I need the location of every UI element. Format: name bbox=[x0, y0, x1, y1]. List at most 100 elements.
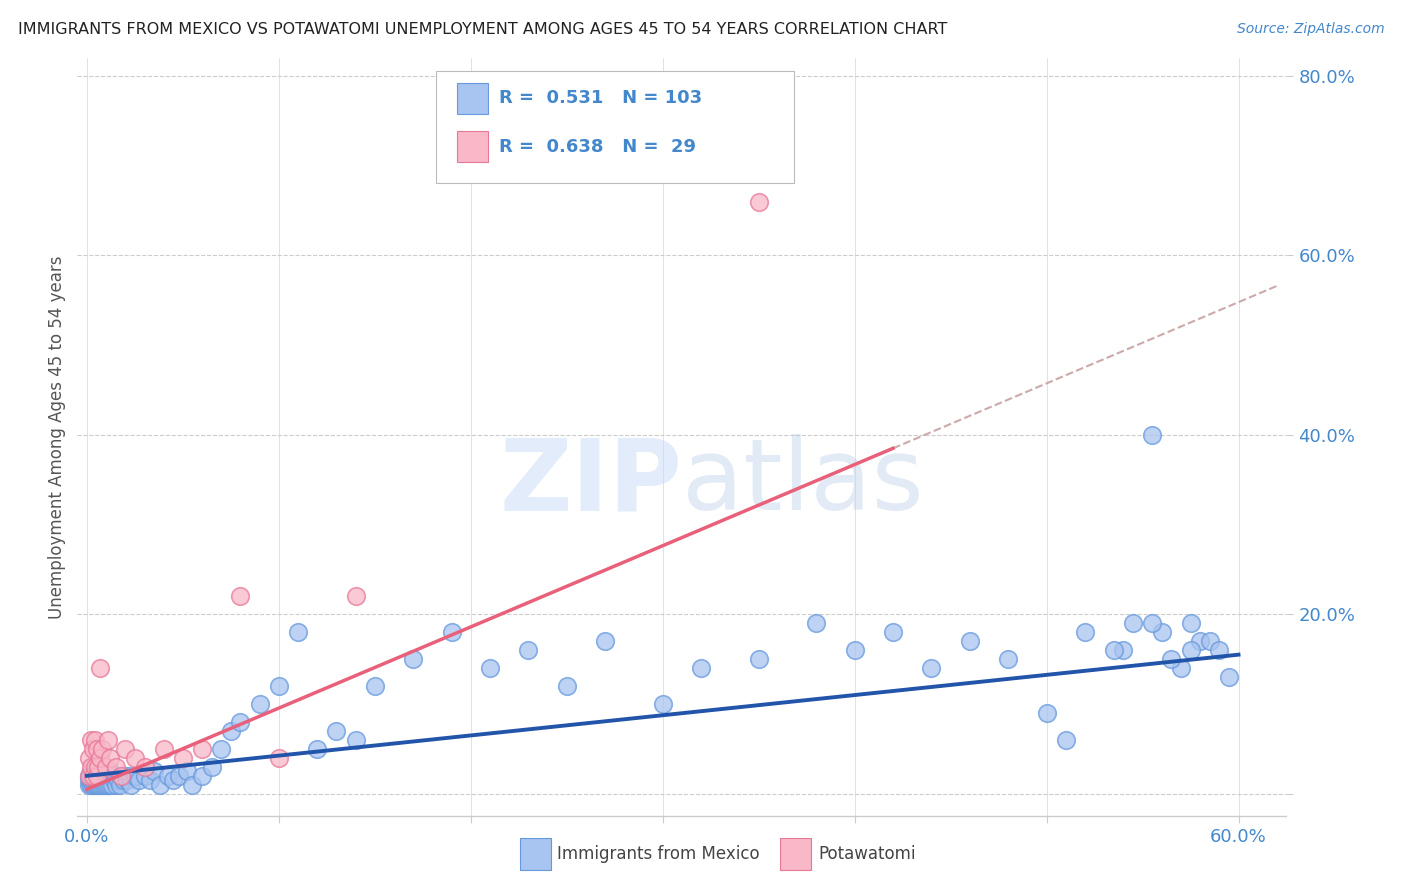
Point bbox=[1140, 616, 1163, 631]
Point bbox=[77, 778, 100, 792]
Point bbox=[1122, 616, 1144, 631]
Point bbox=[77, 751, 100, 765]
Point bbox=[287, 625, 309, 640]
Point bbox=[172, 751, 194, 765]
Point bbox=[139, 773, 162, 788]
Point bbox=[167, 769, 190, 783]
Point bbox=[748, 652, 770, 666]
Point bbox=[134, 769, 156, 783]
Point bbox=[1074, 625, 1097, 640]
Point bbox=[120, 778, 142, 792]
Point bbox=[209, 742, 232, 756]
Text: atlas: atlas bbox=[682, 434, 924, 531]
Point bbox=[118, 769, 141, 783]
Point bbox=[307, 742, 329, 756]
Point bbox=[97, 778, 120, 792]
Point bbox=[229, 590, 252, 604]
Point bbox=[86, 769, 108, 783]
Point bbox=[517, 643, 540, 657]
Point bbox=[82, 764, 104, 779]
Point bbox=[83, 778, 105, 792]
Point bbox=[690, 661, 713, 675]
Point bbox=[86, 769, 108, 783]
Point bbox=[344, 732, 367, 747]
Point bbox=[101, 769, 124, 783]
Point bbox=[83, 769, 105, 783]
Point bbox=[77, 769, 100, 783]
Point bbox=[89, 661, 111, 675]
Point bbox=[94, 760, 117, 774]
Point bbox=[806, 616, 828, 631]
Text: R =  0.531   N = 103: R = 0.531 N = 103 bbox=[499, 89, 702, 107]
Point bbox=[1140, 427, 1163, 442]
Point bbox=[98, 778, 121, 792]
Point bbox=[651, 697, 673, 711]
Point bbox=[89, 773, 111, 788]
Point bbox=[93, 769, 115, 783]
Point bbox=[191, 769, 214, 783]
Point bbox=[249, 697, 271, 711]
Text: ZIP: ZIP bbox=[499, 434, 682, 531]
Point bbox=[87, 778, 110, 792]
Point bbox=[98, 764, 121, 779]
Point bbox=[191, 742, 214, 756]
Point bbox=[83, 732, 105, 747]
Point bbox=[98, 751, 121, 765]
Point bbox=[97, 732, 120, 747]
Point bbox=[80, 773, 103, 788]
Point bbox=[87, 760, 110, 774]
Point bbox=[267, 751, 290, 765]
Point bbox=[1102, 643, 1125, 657]
Point bbox=[91, 742, 114, 756]
Point bbox=[1160, 652, 1182, 666]
Point bbox=[86, 773, 108, 788]
Point bbox=[344, 590, 367, 604]
Point bbox=[80, 769, 103, 783]
Point bbox=[86, 778, 108, 792]
Point bbox=[593, 634, 616, 648]
Point bbox=[325, 723, 347, 738]
Point bbox=[77, 769, 100, 783]
Point bbox=[94, 764, 117, 779]
Point bbox=[104, 778, 127, 792]
Point bbox=[86, 764, 108, 779]
Point bbox=[1189, 634, 1212, 648]
Point bbox=[94, 778, 117, 792]
Point bbox=[997, 652, 1019, 666]
Point bbox=[219, 723, 242, 738]
Point bbox=[882, 625, 904, 640]
Point bbox=[267, 679, 290, 693]
Point bbox=[80, 778, 103, 792]
Point bbox=[124, 769, 146, 783]
Point bbox=[115, 773, 138, 788]
Point bbox=[110, 769, 132, 783]
Point bbox=[104, 769, 127, 783]
Text: R =  0.638   N =  29: R = 0.638 N = 29 bbox=[499, 137, 696, 156]
Point bbox=[82, 773, 104, 788]
Point bbox=[112, 773, 135, 788]
Point bbox=[114, 769, 136, 783]
Point bbox=[107, 773, 129, 788]
Point bbox=[124, 751, 146, 765]
Point bbox=[959, 634, 981, 648]
Point bbox=[1054, 732, 1077, 747]
Point bbox=[229, 714, 252, 729]
Point bbox=[1112, 643, 1135, 657]
Point bbox=[201, 760, 224, 774]
Text: IMMIGRANTS FROM MEXICO VS POTAWATOMI UNEMPLOYMENT AMONG AGES 45 TO 54 YEARS CORR: IMMIGRANTS FROM MEXICO VS POTAWATOMI UNE… bbox=[18, 22, 948, 37]
Point bbox=[83, 760, 105, 774]
Point bbox=[77, 773, 100, 788]
Point bbox=[89, 751, 111, 765]
Point bbox=[101, 778, 124, 792]
Point bbox=[108, 778, 131, 792]
Point bbox=[93, 778, 115, 792]
Point bbox=[1035, 706, 1057, 720]
Text: Potawatomi: Potawatomi bbox=[818, 845, 915, 863]
Point bbox=[149, 778, 172, 792]
Point bbox=[80, 760, 103, 774]
Y-axis label: Unemployment Among Ages 45 to 54 years: Unemployment Among Ages 45 to 54 years bbox=[48, 255, 66, 619]
Point bbox=[82, 778, 104, 792]
Point bbox=[1150, 625, 1173, 640]
Point bbox=[1180, 616, 1202, 631]
Point bbox=[82, 742, 104, 756]
